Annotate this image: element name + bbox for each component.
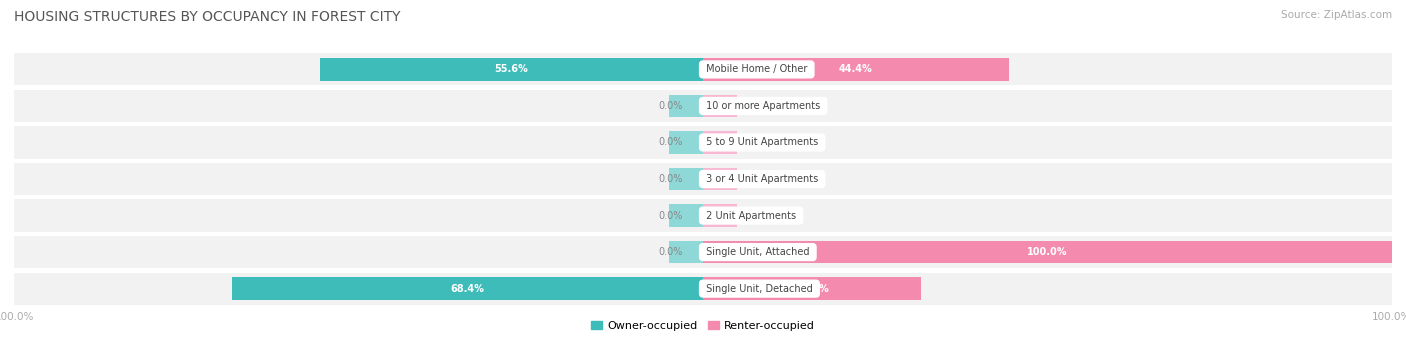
Bar <box>14 90 703 122</box>
Text: 55.6%: 55.6% <box>495 64 529 74</box>
Bar <box>703 53 1392 86</box>
Bar <box>703 163 1392 195</box>
Bar <box>14 272 703 305</box>
Bar <box>703 168 738 190</box>
Text: 5 to 9 Unit Apartments: 5 to 9 Unit Apartments <box>703 137 821 148</box>
Text: Single Unit, Attached: Single Unit, Attached <box>703 247 813 257</box>
Bar <box>14 236 703 268</box>
Text: 44.4%: 44.4% <box>839 64 873 74</box>
Text: 0.0%: 0.0% <box>748 174 772 184</box>
Bar <box>14 53 703 86</box>
Bar <box>703 277 921 300</box>
Text: 31.6%: 31.6% <box>794 284 828 294</box>
Text: 3 or 4 Unit Apartments: 3 or 4 Unit Apartments <box>703 174 821 184</box>
Text: Mobile Home / Other: Mobile Home / Other <box>703 64 810 74</box>
Bar <box>703 58 1010 81</box>
Legend: Owner-occupied, Renter-occupied: Owner-occupied, Renter-occupied <box>586 316 820 336</box>
Text: 100.0%: 100.0% <box>1028 247 1067 257</box>
Bar <box>14 163 703 195</box>
Text: 0.0%: 0.0% <box>748 210 772 221</box>
Bar <box>669 168 703 190</box>
Bar <box>232 277 703 300</box>
Bar <box>14 199 703 232</box>
Bar <box>703 204 738 227</box>
Bar <box>669 241 703 264</box>
Bar <box>703 90 1392 122</box>
Text: 0.0%: 0.0% <box>748 137 772 148</box>
Text: 0.0%: 0.0% <box>748 101 772 111</box>
Bar <box>321 58 703 81</box>
Text: 68.4%: 68.4% <box>450 284 484 294</box>
Bar <box>669 95 703 117</box>
Text: 0.0%: 0.0% <box>658 247 682 257</box>
Text: 0.0%: 0.0% <box>658 101 682 111</box>
Bar <box>669 204 703 227</box>
Text: 0.0%: 0.0% <box>658 137 682 148</box>
Bar <box>703 272 1392 305</box>
Bar <box>703 241 1392 264</box>
Text: 2 Unit Apartments: 2 Unit Apartments <box>703 210 799 221</box>
Text: 0.0%: 0.0% <box>658 174 682 184</box>
Bar <box>14 127 703 159</box>
Text: 10 or more Apartments: 10 or more Apartments <box>703 101 824 111</box>
Bar <box>669 131 703 154</box>
Text: 0.0%: 0.0% <box>658 210 682 221</box>
Bar <box>703 127 1392 159</box>
Bar <box>703 236 1392 268</box>
Bar <box>703 131 738 154</box>
Bar <box>703 95 738 117</box>
Text: Single Unit, Detached: Single Unit, Detached <box>703 284 815 294</box>
Text: HOUSING STRUCTURES BY OCCUPANCY IN FOREST CITY: HOUSING STRUCTURES BY OCCUPANCY IN FORES… <box>14 10 401 24</box>
Text: Source: ZipAtlas.com: Source: ZipAtlas.com <box>1281 10 1392 20</box>
Bar <box>703 199 1392 232</box>
